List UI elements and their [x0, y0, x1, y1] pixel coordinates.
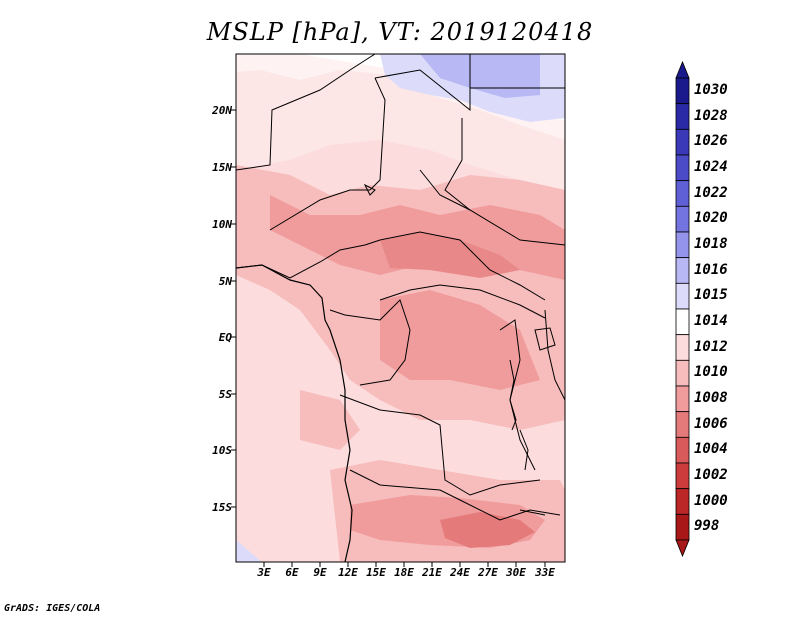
lon-label-33e: 33E: [535, 566, 555, 579]
colorbar-swatch-1004: [675, 436, 690, 464]
border-nigeria: [269, 189, 370, 231]
colorbar-label-1012: 1012: [694, 338, 728, 355]
lon-label-27e: 27E: [478, 566, 498, 579]
lake-tanganyika: [509, 359, 517, 431]
colorbar-label-1010: 1010: [694, 364, 728, 381]
colorbar-swatch-1028: [675, 103, 690, 130]
colorbar-label-1008: 1008: [694, 389, 728, 406]
colorbar-bottom-arrow: [675, 539, 690, 558]
border-angola-zambia: [339, 394, 541, 496]
lake-malawi: [519, 429, 529, 471]
lon-label-21e: 21E: [422, 566, 442, 579]
lon-label-6e: 6E: [285, 566, 299, 579]
field-1006-south: [440, 512, 535, 548]
border-sudan-ssudan: [419, 169, 565, 246]
field-1015-sw: [236, 540, 262, 562]
border-east-lakes: [499, 319, 536, 471]
axis-ticks: [231, 109, 546, 567]
colorbar-swatch-1015: [675, 282, 690, 310]
lon-label-18e: 18E: [394, 566, 414, 579]
lat-label-eq: EQ: [218, 331, 232, 344]
lon-label-9e: 9E: [313, 566, 327, 579]
colorbar-swatch-1008: [675, 385, 690, 413]
colorbar-label-1022: 1022: [694, 184, 728, 201]
colorbar-swatch-1030: [675, 77, 690, 105]
country-borders: [236, 54, 565, 521]
lake-victoria: [534, 327, 556, 351]
colorbar-swatch-1016: [675, 257, 690, 284]
colorbar-swatch-1022: [675, 180, 690, 207]
colorbar-label-1015: 1015: [694, 287, 728, 304]
colorbar-label-1020: 1020: [694, 210, 728, 227]
border-niger-libya: [374, 54, 471, 112]
colorbar-swatch-1018: [675, 231, 690, 259]
border-gabon-congo: [329, 299, 411, 386]
lat-label-15s: 15S: [212, 501, 232, 514]
colorbar-label-1026: 1026: [694, 133, 728, 150]
lat-label-10s: 10S: [212, 444, 232, 457]
colorbar-swatch-1020: [675, 205, 690, 233]
field-1016: [420, 54, 540, 98]
lat-label-10n: 10N: [212, 218, 232, 231]
lake-chad: [363, 183, 376, 196]
colorbar-label-1000: 1000: [694, 492, 728, 509]
lon-label-30e: 30E: [506, 566, 526, 579]
lon-label-15e: 15E: [366, 566, 386, 579]
colorbar-label-1004: 1004: [694, 441, 728, 458]
colorbar-label-1028: 1028: [694, 107, 728, 124]
colorbar-label-1030: 1030: [694, 81, 728, 98]
colorbar-label-1016: 1016: [694, 261, 728, 278]
lakes: [363, 183, 556, 516]
colorbar-label-998: 998: [694, 518, 720, 535]
border-mali-niger: [236, 54, 376, 171]
lat-label-20n: 20N: [212, 104, 232, 117]
colorbar-swatch-1010: [675, 359, 690, 387]
lake-kariba: [519, 509, 546, 516]
map-frame: [235, 53, 566, 563]
lat-label-5s: 5S: [218, 388, 232, 401]
pressure-field: [236, 54, 565, 562]
colorbar-swatch-1014: [675, 308, 690, 336]
colorbar-label-1006: 1006: [694, 415, 728, 432]
border-east: [544, 309, 565, 401]
lon-label-12e: 12E: [338, 566, 358, 579]
colorbar-swatch-1024: [675, 154, 690, 182]
lon-label-24e: 24E: [450, 566, 470, 579]
field-1008-central: [380, 290, 540, 390]
field-1010-west: [300, 390, 360, 450]
border-chad-sudan: [444, 118, 471, 211]
colorbar-swatch-998: [675, 513, 690, 541]
border-niger-chad: [369, 77, 386, 191]
field-1012-coast: [236, 275, 310, 562]
colorbar-swatch-1026: [675, 128, 690, 156]
colorbar-label-1002: 1002: [694, 466, 728, 483]
border-namibia-south: [349, 469, 561, 521]
colorbar-swatch-1006: [675, 411, 690, 438]
lat-label-15n: 15N: [212, 161, 232, 174]
colorbar-swatch-1002: [675, 462, 690, 490]
colorbar-label-1024: 1024: [694, 158, 728, 175]
colorbar-label-1014: 1014: [694, 312, 728, 329]
field-1007: [380, 232, 520, 278]
colorbar: [675, 60, 690, 558]
map-title: MSLP [hPa], VT: 2019120418: [206, 18, 594, 46]
colorbar-top-arrow: [675, 60, 690, 79]
colorbar-label-1018: 1018: [694, 235, 728, 252]
coastline: [236, 264, 353, 562]
lat-label-5n: 5N: [218, 275, 232, 288]
colorbar-swatch-1012: [675, 334, 690, 361]
border-car-north: [236, 231, 546, 301]
grads-credit: GrADS: IGES/COLA: [4, 603, 101, 614]
colorbar-swatch-1000: [675, 488, 690, 515]
lon-label-3e: 3E: [257, 566, 271, 579]
border-drc-north: [379, 284, 546, 319]
